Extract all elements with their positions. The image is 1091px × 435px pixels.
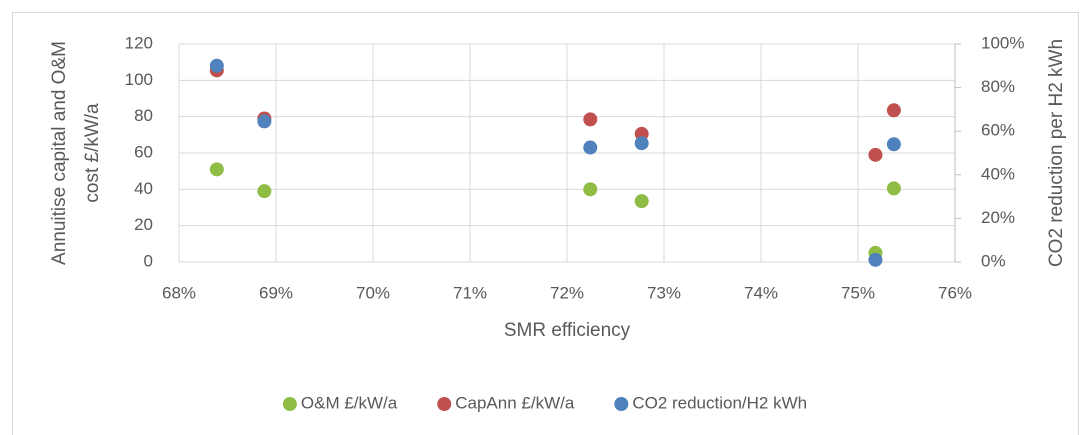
y2-tick-label: 40% bbox=[981, 164, 1015, 183]
legend-label: CapAnn £/kW/a bbox=[455, 393, 575, 412]
point bbox=[209, 162, 224, 177]
point bbox=[886, 103, 901, 118]
x-tick-label: 74% bbox=[744, 283, 778, 302]
point bbox=[886, 137, 901, 152]
point bbox=[583, 112, 598, 127]
point bbox=[868, 147, 883, 162]
y2-tick-label: 100% bbox=[981, 33, 1024, 52]
y2-tick-label: 60% bbox=[981, 121, 1015, 140]
y-tick-label: 120 bbox=[125, 33, 153, 52]
y2-axis-title: CO2 reduction per H2 kWh bbox=[1046, 39, 1067, 267]
x-tick-label: 70% bbox=[356, 283, 390, 302]
legend-marker bbox=[614, 397, 629, 411]
x-tick-label: 72% bbox=[550, 283, 584, 302]
point bbox=[886, 181, 901, 196]
point bbox=[583, 182, 598, 197]
chart-border bbox=[12, 12, 1079, 435]
x-tick-label: 68% bbox=[162, 283, 196, 302]
x-tick-label: 76% bbox=[938, 283, 972, 302]
y2-tick-label: 20% bbox=[981, 208, 1015, 227]
point bbox=[583, 140, 598, 155]
y-axis-title: Annuitise capital and O&M bbox=[49, 41, 70, 265]
point bbox=[257, 114, 272, 129]
x-tick-label: 71% bbox=[453, 283, 487, 302]
point bbox=[634, 194, 649, 209]
y-tick-label: 100 bbox=[125, 70, 153, 89]
x-axis-title: SMR efficiency bbox=[504, 320, 631, 341]
x-tick-label: 73% bbox=[647, 283, 681, 302]
point bbox=[634, 136, 649, 151]
y-tick-label: 80 bbox=[134, 106, 153, 125]
y-tick-label: 20 bbox=[134, 215, 153, 234]
point bbox=[257, 184, 272, 199]
x-tick-label: 75% bbox=[841, 283, 875, 302]
legend-label: O&M £/kW/a bbox=[301, 393, 398, 412]
point bbox=[209, 58, 224, 73]
y-tick-label: 0 bbox=[144, 251, 153, 270]
y2-tick-label: 80% bbox=[981, 77, 1015, 96]
legend-marker bbox=[282, 397, 297, 411]
y2-tick-label: 0% bbox=[981, 251, 1006, 270]
point bbox=[868, 252, 883, 267]
legend-label: CO2 reduction/H2 kWh bbox=[632, 393, 807, 412]
y-tick-label: 40 bbox=[134, 179, 153, 198]
y-axis-title: cost £/kW/a bbox=[82, 103, 103, 203]
legend-marker bbox=[437, 397, 452, 411]
y-tick-label: 60 bbox=[134, 142, 153, 161]
x-tick-label: 69% bbox=[259, 283, 293, 302]
